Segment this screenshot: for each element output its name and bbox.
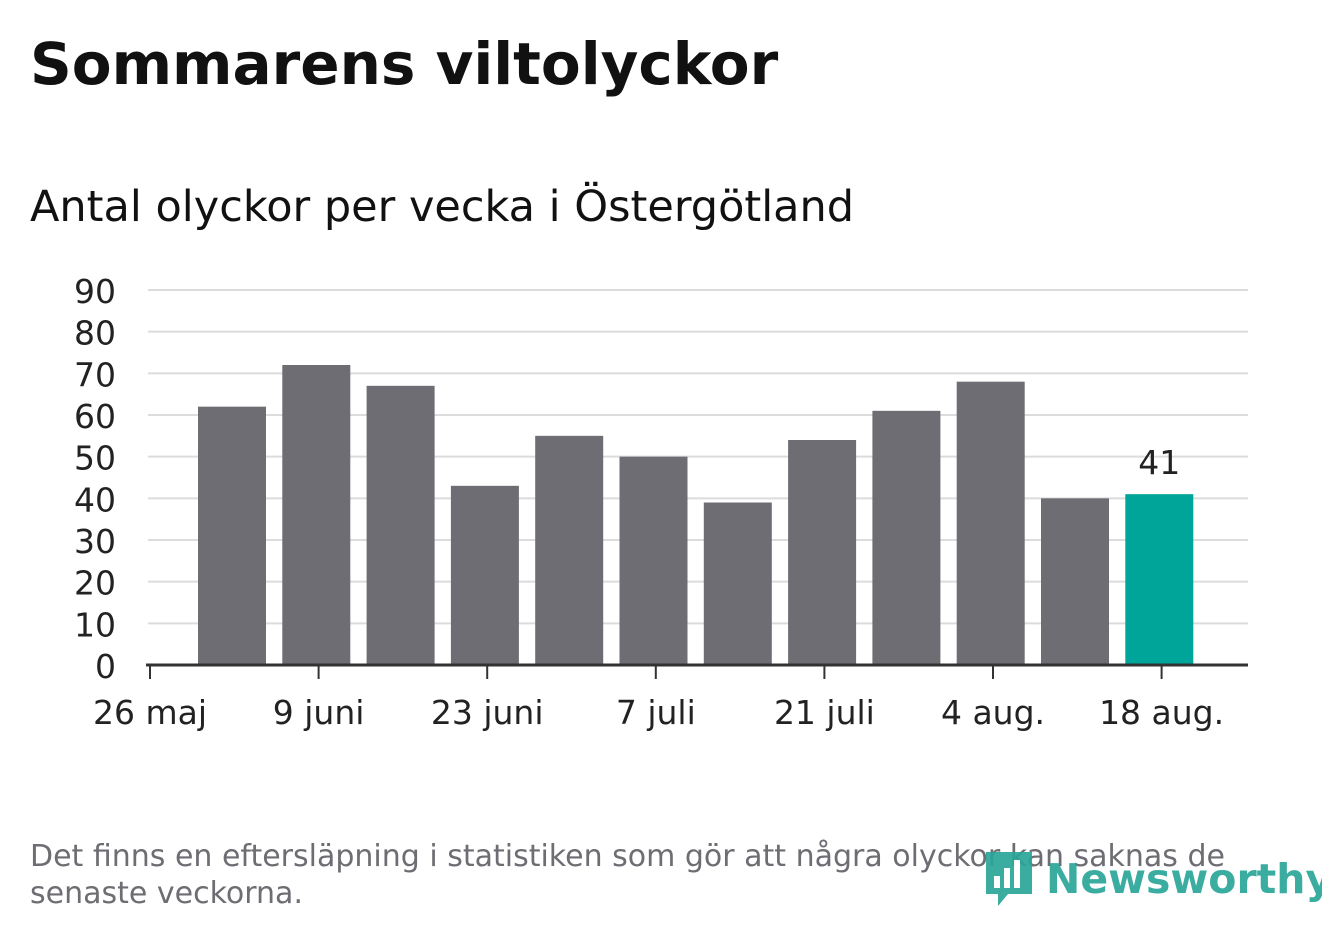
- x-tick-label: 18 aug.: [1099, 693, 1224, 732]
- bar: [703, 502, 772, 665]
- y-tick-label: 80: [74, 314, 116, 353]
- x-tick-label: 26 maj: [93, 693, 207, 732]
- bar: [1125, 494, 1194, 665]
- bar: [788, 440, 857, 665]
- x-tick-label: 9 juni: [273, 693, 365, 732]
- x-tick-label: 23 juni: [431, 693, 544, 732]
- data-label: 41: [1138, 443, 1180, 482]
- bar: [535, 435, 604, 665]
- logo-text: Newsworthy: [1046, 855, 1322, 903]
- newsworthy-logo: Newsworthy: [982, 848, 1322, 910]
- x-tick-label: 4 aug.: [941, 693, 1045, 732]
- bar: [619, 456, 688, 665]
- bar: [1041, 498, 1109, 665]
- bar: [872, 410, 941, 665]
- annotations: 41: [1138, 443, 1180, 482]
- bar: [450, 485, 519, 665]
- bar-chart-speech-bubble-icon: [986, 852, 1032, 906]
- y-tick-label: 50: [74, 439, 116, 478]
- y-tick-label: 10: [74, 605, 116, 644]
- bar: [282, 365, 351, 665]
- y-tick-label: 0: [95, 647, 116, 686]
- bar: [366, 385, 435, 665]
- y-tick-label: 60: [74, 397, 116, 436]
- bar: [198, 406, 266, 665]
- y-tick-label: 90: [74, 272, 116, 311]
- bars: [198, 365, 1194, 665]
- y-tick-label: 40: [74, 480, 116, 519]
- x-axis: 26 maj 9 juni 23 juni 7 juli 21 juli 4 aug. 18…: [93, 663, 1248, 732]
- y-tick-label: 70: [74, 355, 116, 394]
- x-tick-label: 21 juli: [774, 693, 875, 732]
- chart-subtitle: Antal olyckor per vecka i Östergötland: [30, 182, 855, 232]
- y-tick-label: 30: [74, 522, 116, 561]
- x-tick-label: 7 juli: [616, 693, 696, 732]
- y-tick-label: 20: [74, 564, 116, 603]
- bar: [956, 381, 1025, 665]
- chart-title: Sommarens viltolyckor: [30, 30, 779, 98]
